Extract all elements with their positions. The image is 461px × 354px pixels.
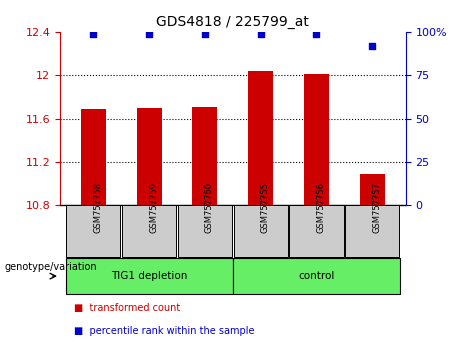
Text: GSM757756: GSM757756 — [316, 182, 325, 233]
Bar — [122, 205, 176, 257]
Bar — [65, 258, 233, 294]
Bar — [81, 109, 106, 205]
Bar — [192, 107, 218, 205]
Bar — [234, 205, 288, 257]
Text: genotype/variation: genotype/variation — [5, 262, 97, 272]
Bar — [304, 74, 329, 205]
Bar — [248, 71, 273, 205]
Text: ■  transformed count: ■ transformed count — [74, 303, 180, 313]
Point — [90, 31, 97, 36]
Text: GSM757757: GSM757757 — [372, 182, 381, 233]
Point — [257, 31, 264, 36]
Text: GSM757758: GSM757758 — [94, 182, 102, 233]
Point — [368, 43, 376, 48]
Title: GDS4818 / 225799_at: GDS4818 / 225799_at — [156, 16, 309, 29]
Text: ■  percentile rank within the sample: ■ percentile rank within the sample — [74, 326, 254, 336]
Text: TIG1 depletion: TIG1 depletion — [111, 271, 187, 281]
Text: GSM757760: GSM757760 — [205, 182, 214, 233]
Text: control: control — [298, 271, 335, 281]
Bar — [360, 174, 385, 205]
Bar — [136, 108, 162, 205]
Point — [313, 31, 320, 36]
Bar — [345, 205, 399, 257]
Bar — [290, 205, 343, 257]
Bar — [233, 258, 400, 294]
Text: GSM757759: GSM757759 — [149, 182, 158, 233]
Point — [146, 31, 153, 36]
Point — [201, 31, 209, 36]
Bar — [66, 205, 120, 257]
Bar — [178, 205, 232, 257]
Text: GSM757755: GSM757755 — [260, 182, 270, 233]
